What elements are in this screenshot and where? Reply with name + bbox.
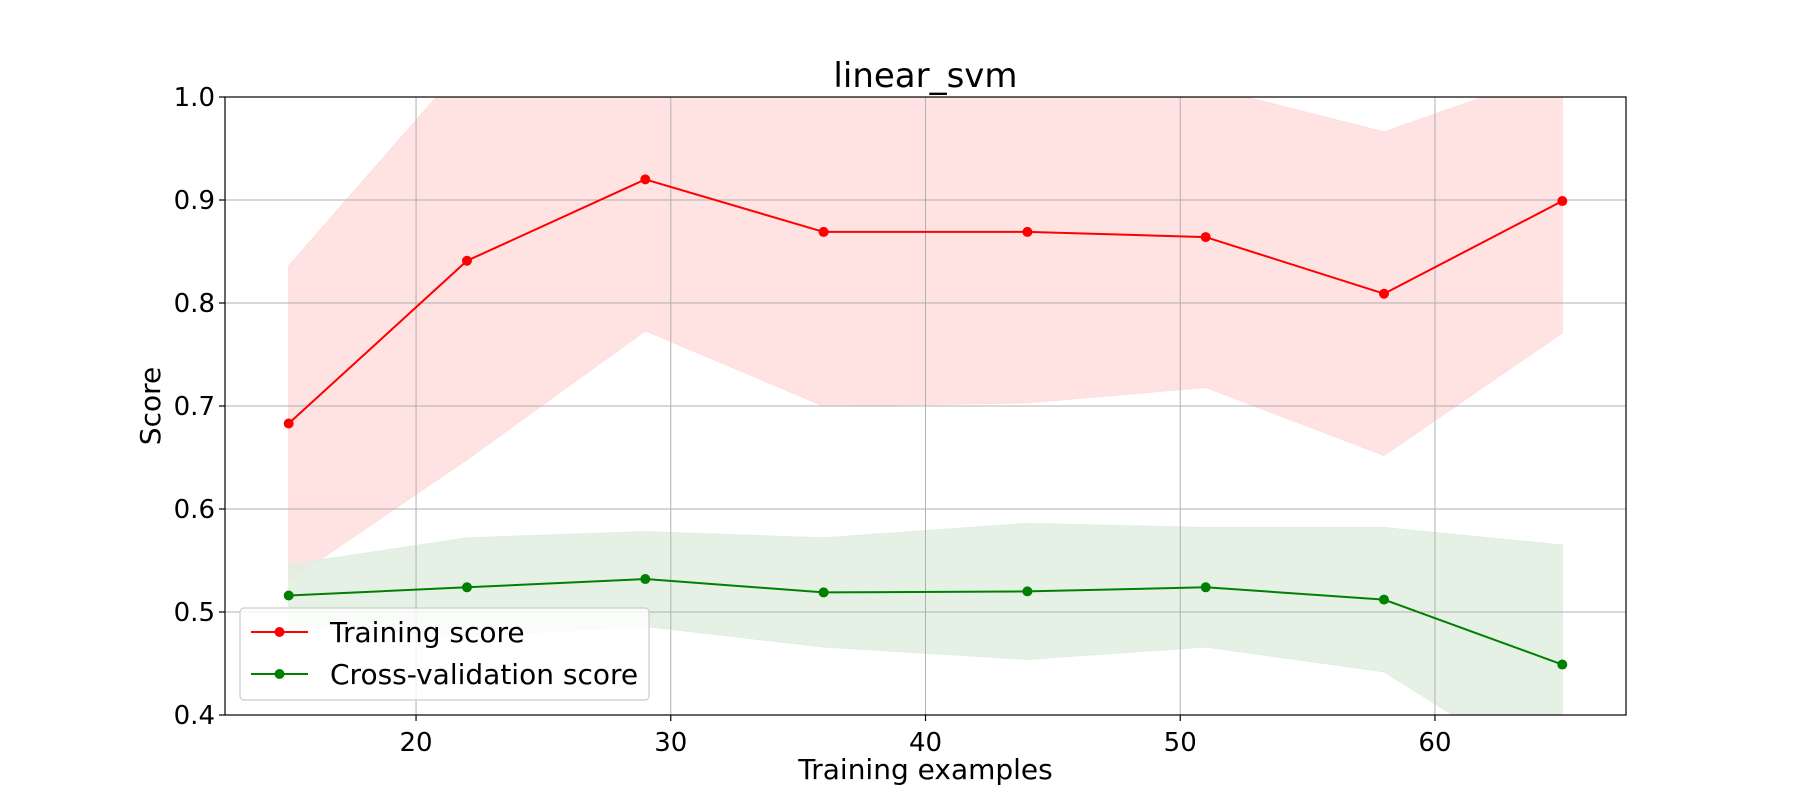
point-series-0-3 [818, 226, 829, 237]
chart-title: linear_svm [833, 56, 1017, 96]
y-tick-label-0.7: 0.7 [174, 392, 215, 422]
y-tick-label-0.9: 0.9 [174, 186, 215, 216]
point-series-1-3 [818, 587, 829, 598]
y-tick-label-0.6: 0.6 [174, 495, 215, 525]
x-tick-label-20: 20 [399, 728, 432, 758]
point-series-1-1 [461, 582, 472, 593]
x-axis-label: Training examples [797, 753, 1053, 786]
point-series-0-4 [1022, 226, 1033, 237]
legend: Training score Cross-validation score [239, 607, 650, 701]
y-tick-label-0.8: 0.8 [174, 289, 215, 319]
x-tick-label-30: 30 [654, 728, 687, 758]
point-series-0-6 [1379, 288, 1390, 299]
line-series-1 [288, 578, 1563, 666]
point-series-1-0 [283, 590, 294, 601]
point-series-1-7 [1557, 659, 1568, 670]
point-series-1-5 [1200, 582, 1211, 593]
point-series-1-2 [640, 574, 651, 585]
point-series-0-5 [1200, 232, 1211, 243]
point-series-0-2 [640, 174, 651, 185]
line-series-0 [288, 178, 1563, 425]
axis-ticks: 20 30 40 50 60 0.4 0.5 0.6 0.7 0.8 0.9 1.0 [174, 83, 1452, 758]
point-series-0-0 [283, 418, 294, 429]
point-series-0-1 [461, 255, 472, 266]
x-tick-label-50: 50 [1164, 728, 1197, 758]
legend-box [239, 607, 650, 701]
x-tick-label-40: 40 [909, 728, 942, 758]
legend-training-label: Training score [329, 616, 525, 649]
y-tick-label-1: 1.0 [174, 83, 215, 113]
point-series-1-4 [1022, 586, 1033, 597]
y-axis-label: Score [134, 367, 167, 445]
legend-cv-marker [274, 669, 285, 679]
point-series-1-6 [1379, 594, 1390, 605]
y-tick-label-0.4: 0.4 [174, 701, 215, 731]
legend-training-marker [274, 627, 285, 637]
legend-cv-label: Cross-validation score [330, 658, 638, 691]
x-tick-label-60: 60 [1418, 728, 1451, 758]
y-tick-label-0.5: 0.5 [174, 598, 215, 628]
grid-lines [225, 96, 1626, 716]
point-series-0-7 [1557, 196, 1568, 207]
series-lines [283, 174, 1568, 670]
